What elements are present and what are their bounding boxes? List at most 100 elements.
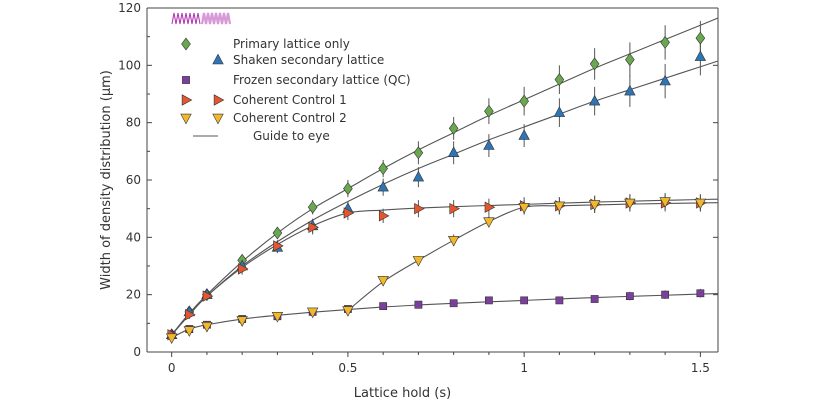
data-point (447, 236, 460, 247)
data-point (378, 210, 390, 222)
data-point (519, 94, 529, 108)
data-point (449, 202, 460, 215)
legend-marker (212, 113, 224, 125)
data-point (343, 182, 353, 196)
y-axis-label: Width of density distribution (μm) (99, 70, 114, 290)
data-point (307, 200, 318, 214)
data-point (624, 198, 636, 210)
data-point (377, 180, 389, 192)
wave-primary (171, 12, 201, 25)
data-point (484, 104, 494, 118)
data-point (661, 290, 670, 299)
data-point (447, 146, 460, 157)
y-tick-label: 0 (133, 345, 141, 359)
data-point (414, 202, 425, 215)
data-point (659, 74, 671, 86)
x-axis-label: Lattice hold (s) (354, 386, 451, 401)
data-point (237, 263, 249, 275)
data-point (202, 290, 214, 302)
data-point (695, 31, 706, 45)
data-point (378, 162, 388, 176)
data-point (589, 57, 600, 71)
data-point (185, 309, 196, 321)
data-point (306, 307, 319, 319)
data-point (308, 221, 320, 234)
legend-item: Shaken secondary lattice (212, 53, 384, 67)
x-tick-label: 1 (520, 361, 528, 375)
data-point (696, 289, 705, 298)
data-point (483, 139, 495, 150)
data-point (201, 322, 213, 333)
data-point (625, 53, 635, 67)
data-point (588, 94, 601, 106)
data-point (377, 276, 389, 287)
y-tick-label: 120 (118, 1, 141, 15)
x-tick-label: 0 (168, 361, 176, 375)
legend-marker (212, 53, 224, 65)
legend-label: Frozen secondary lattice (QC) (233, 73, 411, 87)
data-point (449, 299, 458, 308)
data-point (483, 217, 495, 228)
legend-label: Primary lattice only (233, 37, 350, 51)
data-point (343, 207, 355, 219)
data-point (379, 302, 388, 311)
data-point (273, 240, 284, 252)
error-bars (171, 20, 701, 341)
y-tick-label: 80 (126, 116, 141, 130)
data-point (694, 198, 707, 210)
data-point (448, 121, 459, 135)
legend-label: Shaken secondary lattice (233, 53, 384, 67)
data-point (660, 35, 670, 49)
data-point (694, 50, 707, 61)
legend-marker (181, 37, 191, 51)
data-point (518, 129, 530, 140)
data-point (272, 226, 283, 240)
data-point (625, 292, 634, 300)
legend-marker (181, 94, 193, 106)
data-point (414, 300, 423, 309)
data-point (588, 200, 601, 211)
data-point (236, 316, 248, 327)
wave-secondary (200, 12, 232, 25)
data-point (520, 296, 529, 305)
legend-marker (182, 76, 190, 84)
data-point (271, 311, 284, 323)
data-point (484, 201, 496, 213)
legend-item: Guide to eye (193, 129, 330, 143)
legend-item: Coherent Control 1 (181, 93, 347, 107)
x-axis: 0 0.5 1 1.5 (168, 352, 710, 375)
series-4 (165, 197, 707, 345)
legend-item: Coherent Control 2 (180, 111, 347, 125)
legend-item: Frozen secondary lattice (QC) (182, 73, 411, 87)
data-point (165, 333, 178, 345)
legend-label: Coherent Control 2 (233, 111, 347, 125)
x-tick-label: 0.5 (338, 361, 357, 375)
data-point (553, 201, 566, 213)
legend-label: Guide to eye (253, 129, 330, 143)
legend-marker (180, 113, 192, 125)
data-point (484, 296, 493, 305)
legend-item: Primary lattice only (181, 37, 350, 51)
legend-label: Coherent Control 1 (233, 93, 347, 107)
data-point (183, 326, 195, 337)
data-point (624, 84, 636, 96)
y-tick-label: 20 (126, 288, 141, 302)
data-point (342, 306, 354, 317)
legend-marker (213, 94, 225, 106)
data-point (412, 170, 425, 182)
legend: Primary lattice only Shaken secondary lat… (171, 12, 411, 143)
y-tick-label: 100 (118, 58, 141, 72)
x-tick-label: 1.5 (691, 361, 710, 375)
guide-curve-2 (171, 198, 719, 336)
data-point (518, 203, 530, 214)
y-tick-label: 40 (126, 230, 141, 244)
y-axis: 0 20 40 60 80 100 120 (118, 1, 718, 359)
lattice-wave-icon (171, 12, 232, 25)
data-point (412, 256, 425, 267)
data-point (590, 295, 599, 303)
data-point (413, 146, 424, 160)
data-point (659, 197, 671, 208)
data-point (555, 296, 564, 305)
data-point (553, 106, 566, 117)
